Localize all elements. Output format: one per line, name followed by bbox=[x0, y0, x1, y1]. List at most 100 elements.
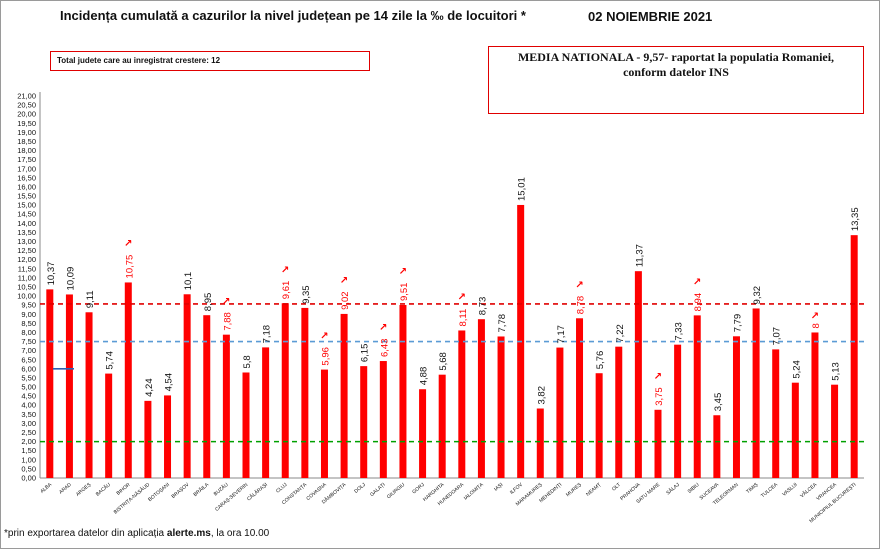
y-tick-label: 0,00 bbox=[21, 474, 36, 483]
y-tick-label: 19,50 bbox=[17, 119, 36, 128]
category-label: ARAD bbox=[58, 482, 73, 496]
y-tick-label: 8,00 bbox=[21, 328, 36, 337]
increase-arrow: ↗ bbox=[811, 311, 819, 322]
data-label: 7,07 bbox=[772, 327, 783, 346]
bar bbox=[732, 336, 740, 478]
data-label: 11,37 bbox=[634, 244, 645, 267]
increase-arrow: ↗ bbox=[222, 296, 230, 307]
category-label: TULCEA bbox=[760, 482, 779, 500]
y-tick-label: 9,50 bbox=[21, 301, 36, 310]
y-tick-label: 19,00 bbox=[17, 128, 36, 137]
category-label: CLUJ bbox=[275, 482, 289, 495]
increase-arrow: ↗ bbox=[124, 238, 132, 249]
bar bbox=[164, 395, 172, 478]
y-tick-label: 12,00 bbox=[17, 255, 36, 264]
data-label: 7,22 bbox=[615, 324, 626, 343]
increase-arrow: ↗ bbox=[693, 277, 701, 288]
category-label: DOLJ bbox=[353, 482, 367, 495]
bar bbox=[752, 308, 760, 478]
bar bbox=[301, 307, 309, 478]
bar bbox=[399, 305, 407, 478]
y-tick-label: 7,50 bbox=[21, 337, 36, 346]
y-tick-label: 20,50 bbox=[17, 101, 36, 110]
chart-title: Incidența cumulată a cazurilor la nivel … bbox=[60, 8, 526, 23]
data-label: 5,13 bbox=[831, 362, 842, 381]
y-tick-label: 2,00 bbox=[21, 437, 36, 446]
y-tick-label: 14,00 bbox=[17, 219, 36, 228]
data-label: 3,45 bbox=[713, 393, 724, 412]
y-tick-label: 1,00 bbox=[21, 455, 36, 464]
footnote-app-name: alerte.ms bbox=[166, 528, 211, 539]
bar bbox=[536, 408, 544, 478]
category-label: MUREȘ bbox=[565, 482, 583, 499]
y-tick-label: 2,50 bbox=[21, 428, 36, 437]
category-label: IAȘI bbox=[493, 482, 504, 493]
bar bbox=[203, 315, 211, 478]
y-tick-label: 6,50 bbox=[21, 355, 36, 364]
data-label: 5,68 bbox=[438, 352, 449, 371]
y-tick-label: 3,50 bbox=[21, 410, 36, 419]
y-tick-label: 0,50 bbox=[21, 464, 36, 473]
data-label: 9,61 bbox=[281, 281, 292, 300]
data-label: 7,78 bbox=[497, 314, 508, 333]
data-label: 3,75 bbox=[654, 387, 665, 406]
footnote-suffix: , la ora 10.00 bbox=[210, 528, 270, 539]
y-tick-label: 5,00 bbox=[21, 383, 36, 392]
bar bbox=[124, 282, 132, 478]
category-label: GIURGIU bbox=[386, 482, 407, 501]
y-tick-label: 17,00 bbox=[17, 164, 36, 173]
data-label: 8,95 bbox=[203, 293, 214, 312]
bar bbox=[693, 315, 701, 478]
bar bbox=[556, 347, 564, 478]
category-label: BRAȘOV bbox=[171, 482, 191, 500]
y-tick-label: 9,00 bbox=[21, 310, 36, 319]
category-label: BOTOȘANI bbox=[147, 482, 171, 503]
footnote: *prin exportarea datelor din aplicația a… bbox=[4, 528, 269, 539]
data-label: 15,01 bbox=[517, 177, 528, 201]
category-label: BUZĂU bbox=[212, 481, 230, 498]
national-average-line1: MEDIA NATIONALA - 9,57- raportat la popu… bbox=[517, 50, 835, 64]
data-label: 5,74 bbox=[105, 351, 116, 370]
data-label: 6,43 bbox=[379, 339, 390, 358]
bar bbox=[85, 312, 93, 478]
y-tick-label: 8,50 bbox=[21, 319, 36, 328]
category-label: ILFOV bbox=[509, 482, 524, 496]
bar bbox=[144, 400, 152, 478]
data-label: 4,88 bbox=[419, 367, 430, 386]
footnote-prefix: *prin exportarea datelor din aplicația bbox=[4, 528, 167, 539]
data-label: 8,94 bbox=[693, 293, 704, 312]
bar bbox=[811, 332, 819, 478]
category-label: OLT bbox=[611, 482, 622, 493]
category-label: GORJ bbox=[411, 482, 426, 496]
y-tick-label: 3,00 bbox=[21, 419, 36, 428]
y-tick-label: 11,50 bbox=[18, 264, 36, 273]
data-label: 7,17 bbox=[556, 325, 567, 344]
y-tick-label: 13,00 bbox=[17, 237, 36, 246]
data-label: 7,18 bbox=[262, 325, 273, 344]
category-label: BIHOR bbox=[116, 482, 132, 497]
y-tick-label: 15,50 bbox=[17, 192, 36, 201]
data-label: 7,79 bbox=[732, 314, 743, 333]
y-tick-label: 4,50 bbox=[21, 392, 36, 401]
bar bbox=[850, 235, 858, 478]
bar bbox=[360, 366, 368, 478]
y-tick-label: 7,00 bbox=[21, 346, 36, 355]
y-tick-label: 5,50 bbox=[21, 373, 36, 382]
y-tick-label: 10,00 bbox=[17, 292, 36, 301]
report-date: 02 NOIEMBRIE 2021 bbox=[588, 9, 713, 24]
bar bbox=[713, 415, 721, 478]
bar bbox=[419, 389, 427, 478]
category-label: BRĂILA bbox=[192, 481, 211, 498]
data-label: 5,8 bbox=[242, 355, 253, 368]
bar bbox=[477, 319, 485, 478]
data-label: 5,76 bbox=[595, 351, 606, 370]
increase-arrow: ↗ bbox=[281, 265, 289, 276]
bar bbox=[831, 384, 839, 478]
data-label: 7,33 bbox=[674, 322, 685, 341]
bar bbox=[772, 349, 780, 478]
category-label: CĂLĂRAȘI bbox=[245, 481, 268, 502]
bar bbox=[340, 313, 348, 478]
y-tick-label: 16,50 bbox=[17, 173, 36, 182]
bar bbox=[105, 373, 113, 478]
